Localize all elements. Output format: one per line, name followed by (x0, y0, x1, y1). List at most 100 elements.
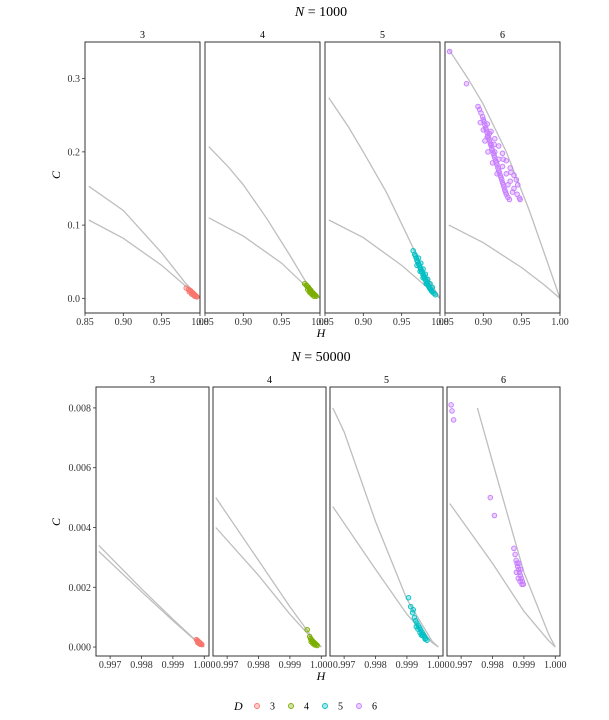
plot-title-n1000: N = 1000 (294, 5, 347, 20)
y-tick-label: 0.002 (69, 583, 92, 594)
facet-strip-label: 5 (380, 30, 385, 41)
y-tick-label: 0.0 (68, 294, 81, 305)
data-point (491, 512, 498, 519)
data-point (410, 606, 416, 613)
y-tick-label: 0.006 (69, 463, 92, 474)
x-tick-label: 1.000 (544, 660, 567, 671)
data-point (507, 165, 513, 171)
facet-4: 4 0.997 0.998 0.999 1.000 (212, 375, 333, 671)
x-tick-label: 1.000 (310, 660, 333, 671)
x-tick-label: 0.95 (513, 317, 531, 328)
data-point (463, 80, 470, 87)
y-tick-label: 0.1 (68, 221, 81, 232)
data-point (422, 636, 428, 642)
panel-border (446, 386, 561, 657)
data-point (511, 545, 517, 552)
data-point (516, 560, 522, 567)
data-point (414, 262, 420, 269)
data-point (480, 127, 487, 133)
lower-bound-curve (208, 217, 320, 299)
data-point (486, 130, 493, 137)
y-axis-label: C (49, 170, 63, 179)
upper-bound-curve (332, 407, 439, 648)
plot-n1000: N = 1000 C H 0.0 0.1 0.2 0.3 3 0.85 0.90 0.95 1.… (49, 5, 569, 340)
lower-bound-curve (448, 224, 560, 299)
data-point (492, 149, 498, 155)
panel-border (324, 41, 441, 314)
data-point (499, 150, 506, 157)
x-tick-label: 0.999 (162, 660, 185, 671)
x-tick-label: 1.00 (311, 317, 329, 328)
facet-strip-label: 4 (260, 30, 265, 41)
lower-bound-curve (328, 219, 440, 299)
x-axis-label: H (316, 669, 327, 683)
upper-bound-curve (98, 544, 205, 648)
x-tick-label: 0.95 (153, 317, 171, 328)
data-point (513, 176, 520, 183)
facet-strip-label: 4 (267, 375, 272, 386)
data-point (420, 275, 426, 281)
data-point (417, 268, 423, 275)
lower-bound-curve (88, 219, 200, 299)
facet-6: 6 0.85 0.90 0.95 1.00 (436, 30, 569, 328)
facet-strip-label: 3 (150, 375, 155, 386)
panel-border (204, 41, 321, 314)
data-point (509, 189, 516, 195)
data-point (446, 48, 453, 55)
x-tick-label: 1.00 (191, 317, 209, 328)
data-point (429, 284, 436, 291)
panel-border (84, 41, 201, 314)
data-point (495, 156, 502, 162)
y-axis-label: C (49, 517, 63, 526)
y-tick-label: 0.3 (68, 74, 81, 85)
x-tick-label: 0.999 (396, 660, 419, 671)
x-tick-label: 1.000 (193, 660, 216, 671)
data-point (495, 143, 502, 149)
data-point (500, 156, 507, 162)
facet-strip-label: 6 (500, 30, 505, 41)
data-point (513, 569, 520, 576)
data-point (489, 160, 496, 166)
data-point (494, 171, 500, 177)
x-tick-label: 1.00 (431, 317, 449, 328)
facet-strip-label: 5 (384, 375, 389, 386)
upper-bound-curve (476, 407, 556, 648)
y-tick-label: 0.008 (69, 403, 92, 414)
x-tick-label: 0.998 (130, 660, 153, 671)
data-point (423, 280, 429, 287)
panel-border (329, 386, 444, 657)
legend-key-6 (356, 703, 362, 709)
x-tick-label: 0.85 (76, 317, 94, 328)
x-tick-label: 0.90 (475, 317, 493, 328)
data-point (492, 135, 498, 142)
x-tick-label: 0.999 (279, 660, 302, 671)
upper-bound-curve (215, 497, 322, 648)
data-point (477, 119, 484, 126)
data-point (418, 632, 425, 638)
data-point (506, 196, 513, 203)
x-tick-label: 0.998 (481, 660, 504, 671)
x-tick-label: 0.95 (273, 317, 291, 328)
legend-key-4 (288, 703, 294, 709)
y-tick-label: 0.004 (69, 523, 92, 534)
x-tick-label: 0.90 (355, 317, 373, 328)
y-tick-label: 0.2 (68, 147, 81, 158)
x-tick-label: 0.90 (235, 317, 253, 328)
plot-n50000: N = 50000 C H 0.0000.0020.0040.0060.0083… (49, 350, 567, 683)
lower-bound-curve (332, 506, 439, 648)
facet-5: 5 0.85 0.90 0.95 1.00 (316, 30, 449, 328)
x-tick-label: 0.997 (333, 660, 356, 671)
data-point (518, 566, 524, 573)
data-point (304, 626, 310, 633)
x-tick-label: 0.998 (247, 660, 270, 671)
x-tick-label: 0.85 (436, 317, 454, 328)
data-point (519, 581, 525, 588)
panel-border (212, 386, 327, 657)
data-point (449, 408, 455, 414)
legend-title: D (233, 699, 243, 713)
legend-label-5: 5 (338, 702, 343, 713)
data-point (311, 642, 318, 648)
y-tick-label: 0.000 (69, 643, 92, 654)
data-point (503, 171, 510, 177)
data-point (191, 293, 198, 299)
